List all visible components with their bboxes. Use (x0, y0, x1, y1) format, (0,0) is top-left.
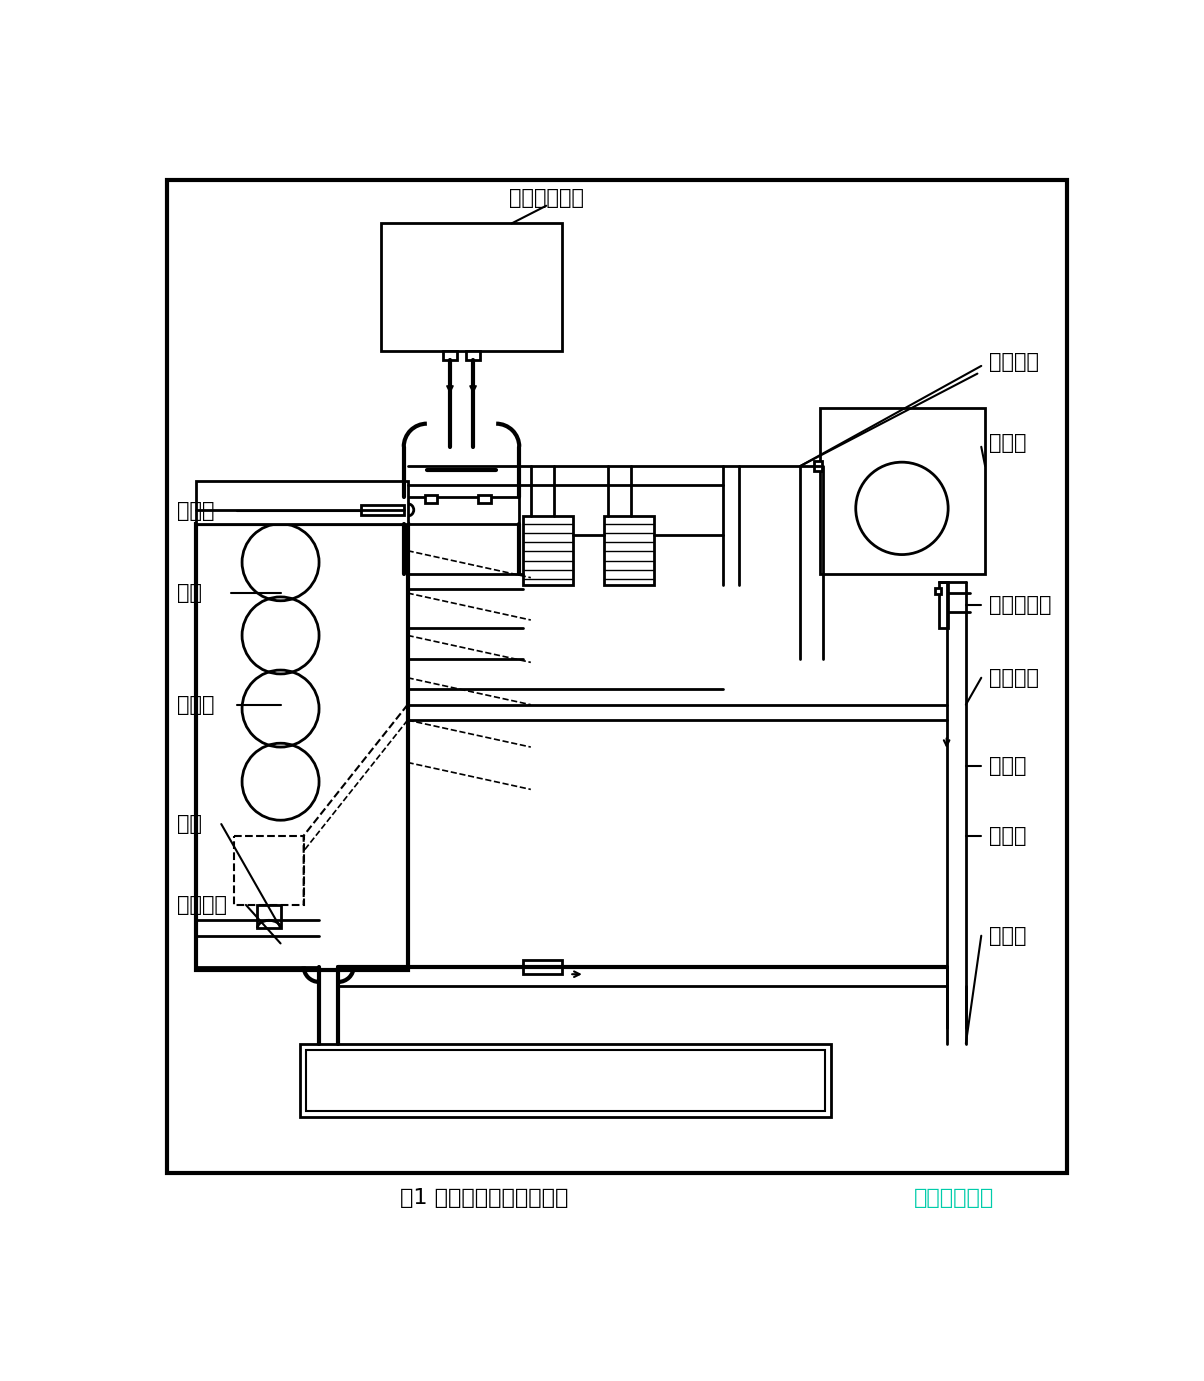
Bar (604, 516, 654, 586)
Text: 出水管: 出水管 (988, 757, 1027, 776)
Bar (300, 1044, 831, 1117)
Text: 机油冷却器: 机油冷却器 (988, 595, 1051, 615)
Text: 节温器: 节温器 (177, 695, 214, 715)
Bar (196, 523, 408, 971)
Bar (306, 1050, 825, 1110)
Bar (523, 516, 573, 586)
Text: 冷却液管: 冷却液管 (177, 895, 226, 916)
Text: 水泵: 水泵 (177, 813, 201, 834)
Text: 进气歧管: 进气歧管 (988, 668, 1039, 688)
Bar (939, 581, 948, 628)
Text: 暖文热交换器: 暖文热交换器 (509, 188, 584, 209)
Text: 彩虹网址导航: 彩虹网址导航 (914, 1188, 995, 1207)
Bar (478, 496, 491, 503)
Bar (361, 504, 403, 515)
Bar (235, 836, 303, 905)
Bar (443, 351, 456, 360)
Bar (258, 905, 281, 928)
Text: 进水管: 进水管 (988, 826, 1027, 845)
Text: 冷却液管: 冷却液管 (988, 352, 1039, 371)
Bar (814, 461, 822, 471)
Bar (380, 224, 561, 351)
Bar (466, 351, 480, 360)
Text: 缸盖: 缸盖 (177, 583, 201, 603)
Bar (403, 497, 519, 523)
Bar (523, 960, 561, 974)
Bar (820, 409, 985, 574)
Bar (936, 588, 942, 594)
Text: 节汽门: 节汽门 (177, 501, 214, 521)
Text: 散热器: 散热器 (988, 925, 1027, 946)
Bar (425, 496, 437, 503)
Text: 图1 发动机冷却系统结构图: 图1 发动机冷却系统结构图 (401, 1188, 568, 1207)
Text: 膨胀罐: 膨胀罐 (988, 432, 1027, 453)
Bar (196, 482, 408, 523)
